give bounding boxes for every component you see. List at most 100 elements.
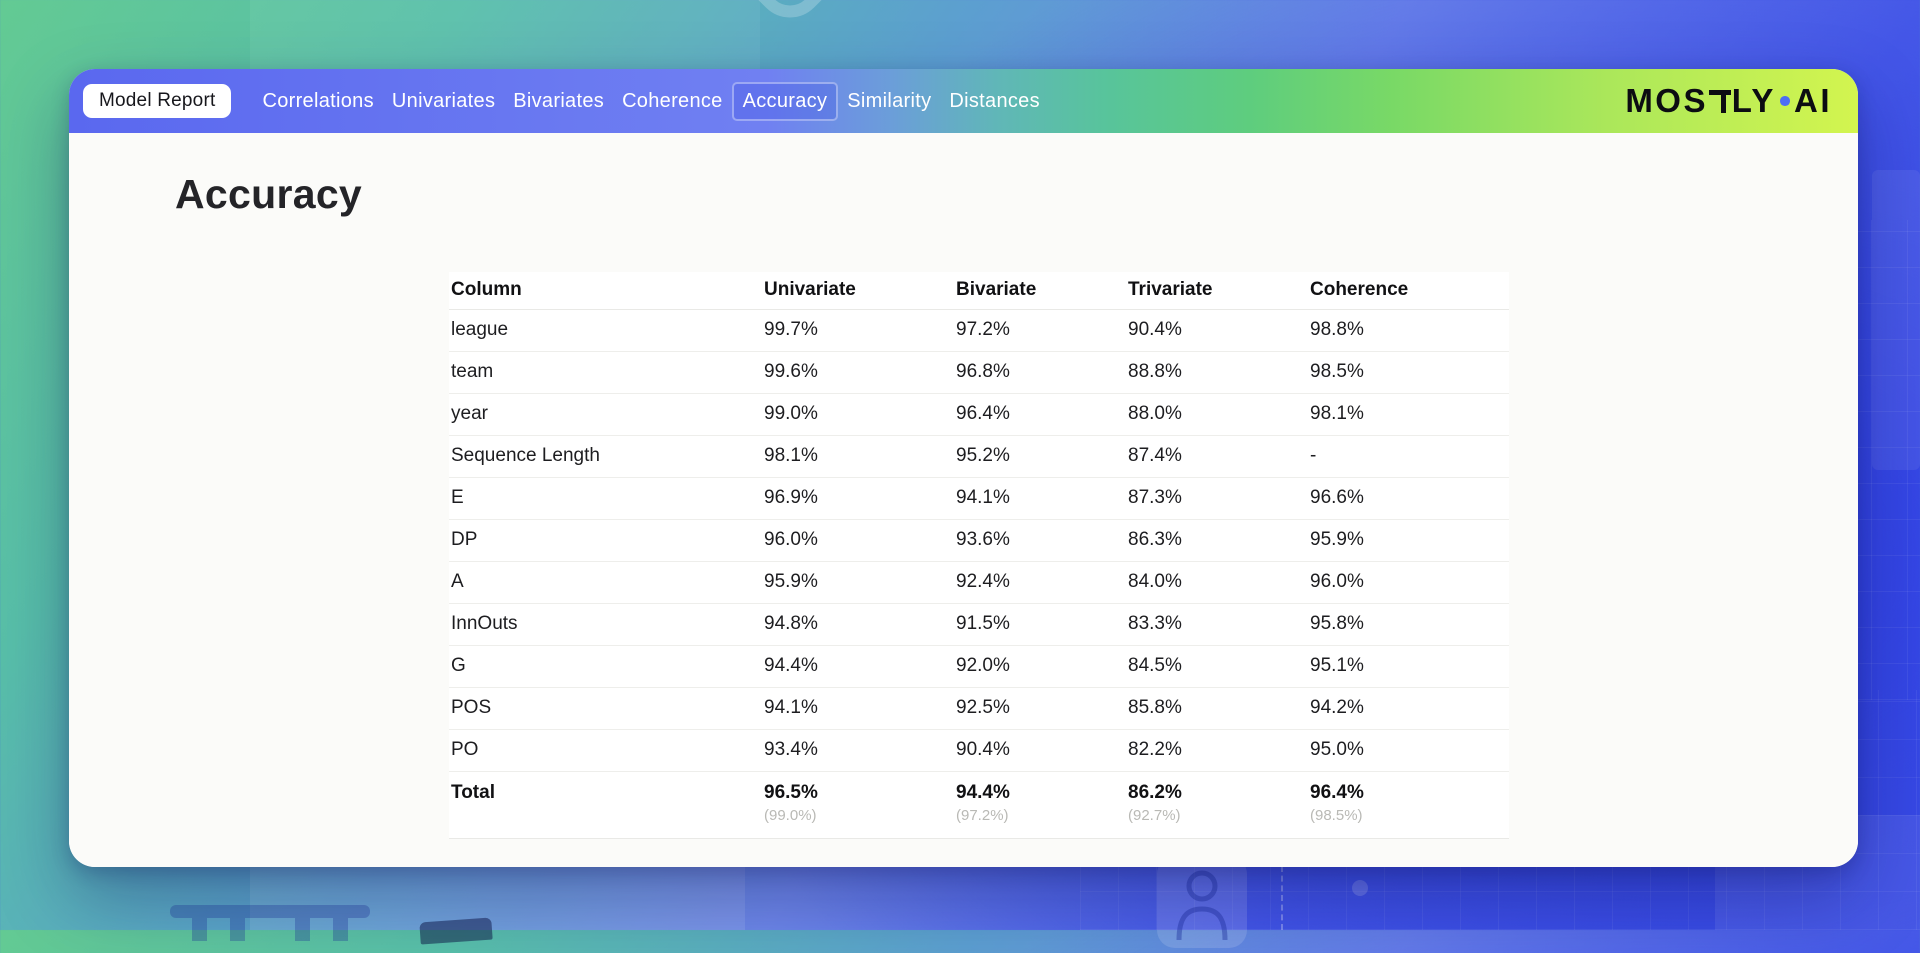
- background-dark-shape: [419, 917, 493, 945]
- person-icon: [1157, 856, 1247, 948]
- table-cell: 95.1%: [1308, 645, 1509, 688]
- table-cell: 92.5%: [954, 687, 1126, 730]
- table-cell: league: [449, 309, 762, 352]
- report-card: Model Report Correlations Univariates Biva…: [69, 69, 1858, 867]
- table-row: G 94.4% 92.0% 84.5% 95.1%: [449, 645, 1509, 688]
- table-cell: 98.8%: [1308, 309, 1509, 352]
- table-cell: 96.8%: [954, 351, 1126, 394]
- table-cell: 95.2%: [954, 435, 1126, 478]
- page-title: Accuracy: [175, 171, 363, 217]
- table-icon: [170, 905, 370, 941]
- column-header: Bivariate: [954, 272, 1126, 310]
- table-cell: PO: [449, 729, 762, 772]
- table-row: DP 96.0% 93.6% 86.3% 95.9%: [449, 519, 1509, 562]
- table-cell: 98.1%: [1308, 393, 1509, 436]
- table-row: year 99.0% 96.4% 88.0% 98.1%: [449, 393, 1509, 436]
- background-dot-decoration: [1352, 880, 1368, 896]
- background-dashed-line: [1281, 866, 1283, 930]
- table-cell: 94.2%: [1308, 687, 1509, 730]
- logo-dot-icon: [1780, 96, 1790, 106]
- nav-item-bivariates[interactable]: Bivariates: [513, 89, 605, 112]
- table-cell: 95.8%: [1308, 603, 1509, 646]
- table-cell: 94.4%: [762, 645, 954, 688]
- table-cell: 84.0%: [1126, 561, 1308, 604]
- total-sub-value: (97.2%): [956, 806, 1009, 824]
- table-cell: 93.4%: [762, 729, 954, 772]
- table-row: Sequence Length 98.1% 95.2% 87.4% -: [449, 435, 1509, 478]
- table-row: POS 94.1% 92.5% 85.8% 94.2%: [449, 687, 1509, 730]
- total-sub-value: (98.5%): [1310, 806, 1363, 824]
- table-cell: 87.3%: [1126, 477, 1308, 520]
- table-cell: 95.9%: [1308, 519, 1509, 562]
- table-cell: 85.8%: [1126, 687, 1308, 730]
- table-cell: 96.0%: [762, 519, 954, 562]
- table-cell: 96.6%: [1308, 477, 1509, 520]
- table-cell: DP: [449, 519, 762, 562]
- table-cell: 96.4%: [954, 393, 1126, 436]
- table-cell: 92.0%: [954, 645, 1126, 688]
- table-cell: 98.5%: [1308, 351, 1509, 394]
- table-cell: -: [1308, 435, 1509, 478]
- table-cell: 99.0%: [762, 393, 954, 436]
- table-cell: 87.4%: [1126, 435, 1308, 478]
- total-value-cell: 96.5% (99.0%): [762, 771, 954, 839]
- nav-item-distances[interactable]: Distances: [949, 89, 1040, 112]
- column-header: Trivariate: [1126, 272, 1308, 310]
- total-value-cell: 94.4% (97.2%): [954, 771, 1126, 839]
- mostly-ai-logo[interactable]: MOS LY AI: [1625, 82, 1832, 120]
- nav-item-correlations[interactable]: Correlations: [262, 89, 374, 112]
- total-value-cell: 86.2% (92.7%): [1126, 771, 1308, 839]
- logo-text-mid: LY: [1731, 82, 1776, 119]
- logo-text-left: MOS: [1625, 82, 1708, 119]
- table-cell: 99.6%: [762, 351, 954, 394]
- table-cell: 95.9%: [762, 561, 954, 604]
- table-cell: 93.6%: [954, 519, 1126, 562]
- table-cell: team: [449, 351, 762, 394]
- table-cell: 97.2%: [954, 309, 1126, 352]
- column-header: Coherence: [1308, 272, 1509, 310]
- table-cell: 86.3%: [1126, 519, 1308, 562]
- table-cell: 84.5%: [1126, 645, 1308, 688]
- table-cell: Sequence Length: [449, 435, 762, 478]
- nav-item-similarity[interactable]: Similarity: [847, 89, 932, 112]
- table-cell: InnOuts: [449, 603, 762, 646]
- table-cell: 90.4%: [954, 729, 1126, 772]
- table-cell: 96.9%: [762, 477, 954, 520]
- model-report-badge[interactable]: Model Report: [83, 84, 232, 118]
- total-sub-value: (92.7%): [1128, 806, 1181, 824]
- report-content: Accuracy Column Univariate Bivariate Trivar…: [69, 133, 1858, 867]
- nav-item-accuracy[interactable]: Accuracy: [731, 81, 839, 121]
- accuracy-table: Column Univariate Bivariate Trivariate Coher…: [449, 272, 1509, 839]
- table-cell: 83.3%: [1126, 603, 1308, 646]
- table-cell: G: [449, 645, 762, 688]
- table-cell: 94.1%: [954, 477, 1126, 520]
- table-row: league 99.7% 97.2% 90.4% 98.8%: [449, 309, 1509, 352]
- table-cell: 88.0%: [1126, 393, 1308, 436]
- table-cell: 94.1%: [762, 687, 954, 730]
- table-cell: 96.0%: [1308, 561, 1509, 604]
- table-cell: 91.5%: [954, 603, 1126, 646]
- table-row: E 96.9% 94.1% 87.3% 96.6%: [449, 477, 1509, 520]
- table-cell: POS: [449, 687, 762, 730]
- table-cell: 98.1%: [762, 435, 954, 478]
- total-sub-value: (99.0%): [764, 806, 817, 824]
- table-row: PO 93.4% 90.4% 82.2% 95.0%: [449, 729, 1509, 772]
- table-row: A 95.9% 92.4% 84.0% 96.0%: [449, 561, 1509, 604]
- total-label: Total: [449, 771, 762, 839]
- table-header-row: Column Univariate Bivariate Trivariate Coher…: [449, 272, 1509, 310]
- table-total-row: Total 96.5% (99.0%) 94.4% (97.2%) 86.2% (92.7%…: [449, 771, 1509, 839]
- nav-item-coherence[interactable]: Coherence: [622, 89, 723, 112]
- table-cell: E: [449, 477, 762, 520]
- table-cell: year: [449, 393, 762, 436]
- table-cell: A: [449, 561, 762, 604]
- table-row: team 99.6% 96.8% 88.8% 98.5%: [449, 351, 1509, 394]
- nav-item-univariates[interactable]: Univariates: [391, 89, 496, 112]
- background-light-patch: [1872, 170, 1920, 470]
- column-header: Column: [449, 272, 762, 310]
- logo-text-right: AI: [1794, 82, 1832, 119]
- nav-items: Correlations Univariates Bivariates Coheren…: [253, 81, 1048, 121]
- table-cell: 82.2%: [1126, 729, 1308, 772]
- table-cell: 90.4%: [1126, 309, 1308, 352]
- logo-t-glyph: [1708, 89, 1732, 113]
- table-cell: 94.8%: [762, 603, 954, 646]
